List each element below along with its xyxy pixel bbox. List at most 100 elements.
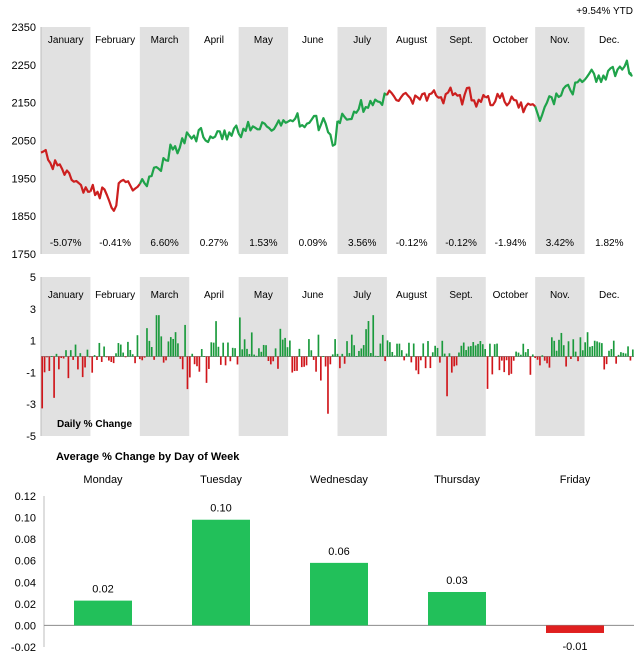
month-label-middle: February	[95, 290, 135, 301]
daily-change-bar	[300, 356, 303, 368]
daily-change-bar	[327, 356, 329, 414]
daily-change-bar	[86, 349, 89, 357]
daily-change-bar	[524, 352, 527, 357]
daily-change-bar	[477, 343, 479, 357]
y-tick-label-top: 2250	[12, 60, 36, 72]
daily-change-bar	[493, 344, 496, 357]
daily-change-bar	[279, 328, 282, 357]
daily-change-bar	[234, 348, 236, 357]
daily-change-bar	[441, 340, 444, 357]
daily-change-bar	[448, 353, 451, 357]
daily-change-bar	[191, 353, 194, 357]
daily-change-bar	[141, 356, 144, 361]
daily-change-bar	[467, 346, 470, 357]
dow-category-label: Friday	[560, 474, 591, 486]
daily-change-bar	[412, 343, 415, 357]
y-tick-label-top: 1950	[12, 173, 36, 185]
daily-change-bar	[603, 356, 606, 370]
month-label-top: Nov.	[550, 35, 570, 46]
daily-change-bar	[503, 356, 506, 373]
daily-change-bar	[88, 356, 91, 358]
daily-change-bar	[286, 347, 289, 357]
daily-change-bar	[427, 341, 429, 357]
daily-change-bar	[551, 337, 553, 357]
month-band-top	[337, 27, 387, 254]
daily-change-bar	[50, 356, 53, 357]
daily-change-bar	[112, 356, 115, 364]
daily-change-bar	[93, 355, 96, 357]
daily-change-bar	[289, 340, 291, 357]
month-label-top: July	[353, 35, 371, 46]
daily-change-bar	[331, 354, 334, 357]
daily-change-bar	[148, 340, 151, 357]
daily-change-bar	[410, 356, 413, 363]
daily-change-bar	[53, 356, 55, 398]
daily-change-bar	[291, 356, 294, 373]
month-label-top: Dec.	[599, 35, 620, 46]
daily-change-bar	[139, 356, 141, 360]
price-line-segment	[534, 78, 586, 122]
daily-change-bar	[465, 350, 467, 357]
price-line-segment	[40, 148, 91, 194]
daily-change-bar	[241, 349, 244, 357]
monthly-return-label: 0.27%	[200, 238, 228, 249]
dow-category-label: Monday	[83, 474, 123, 486]
daily-change-bar	[384, 356, 386, 362]
daily-change-bar	[531, 354, 534, 357]
monthly-return-label: -1.94%	[495, 238, 527, 249]
y-tick-label-top: 2350	[12, 22, 36, 34]
month-label-top: January	[48, 35, 84, 46]
daily-change-bar	[620, 352, 622, 357]
daily-change-bar	[262, 344, 265, 357]
month-label-top: June	[302, 35, 324, 46]
daily-change-bar	[596, 341, 598, 357]
month-label-top: Sept.	[449, 35, 472, 46]
daily-change-bar	[515, 351, 517, 357]
price-line-segment	[138, 131, 191, 188]
daily-change-bar	[453, 356, 456, 367]
daily-change-bar	[593, 340, 596, 357]
daily-change-bar	[472, 342, 475, 357]
daily-change-bar	[46, 356, 48, 358]
y-tick-label-bottom: 0.00	[15, 620, 36, 632]
daily-change-bar	[505, 356, 508, 361]
daily-change-bar	[265, 345, 267, 357]
daily-change-bar	[517, 352, 520, 357]
dow-bar	[310, 562, 368, 626]
daily-change-bar	[372, 315, 375, 357]
monthly-bands-top	[41, 27, 585, 254]
daily-change-bar	[110, 356, 113, 362]
daily-change-bar	[250, 332, 253, 357]
daily-change-bar	[479, 341, 482, 357]
daily-change-bar	[417, 356, 420, 375]
day-of-week-chart	[74, 519, 604, 633]
daily-change-bar	[470, 346, 472, 357]
daily-change-bar	[512, 356, 515, 361]
ytd-annotation: +9.54% YTD	[576, 6, 633, 17]
dow-value-label: -0.01	[562, 641, 587, 653]
daily-change-bar	[508, 356, 510, 376]
daily-change-bar	[277, 356, 279, 369]
daily-change-bar	[239, 317, 241, 357]
daily-change-bar	[560, 332, 563, 357]
daily-change-bar	[315, 356, 317, 372]
daily-change-bar	[534, 356, 536, 359]
daily-change-bar	[105, 356, 108, 358]
daily-change-bar	[269, 356, 272, 365]
daily-change-bar	[374, 355, 377, 357]
daily-change-bar	[60, 356, 63, 359]
daily-change-bar	[146, 328, 148, 357]
daily-change-bar	[162, 356, 165, 363]
daily-change-bar	[55, 353, 58, 357]
daily-change-bar	[72, 356, 74, 360]
daily-change-bar	[258, 348, 260, 357]
daily-change-bar	[579, 337, 582, 357]
daily-change-bar	[605, 356, 608, 365]
daily-change-bar	[103, 346, 105, 357]
daily-change-bar	[84, 356, 86, 368]
daily-change-bar	[186, 356, 189, 390]
daily-change-bar	[143, 356, 146, 358]
daily-change-bar	[348, 353, 351, 357]
daily-change-bar	[581, 350, 584, 357]
daily-change-bar	[367, 321, 370, 357]
